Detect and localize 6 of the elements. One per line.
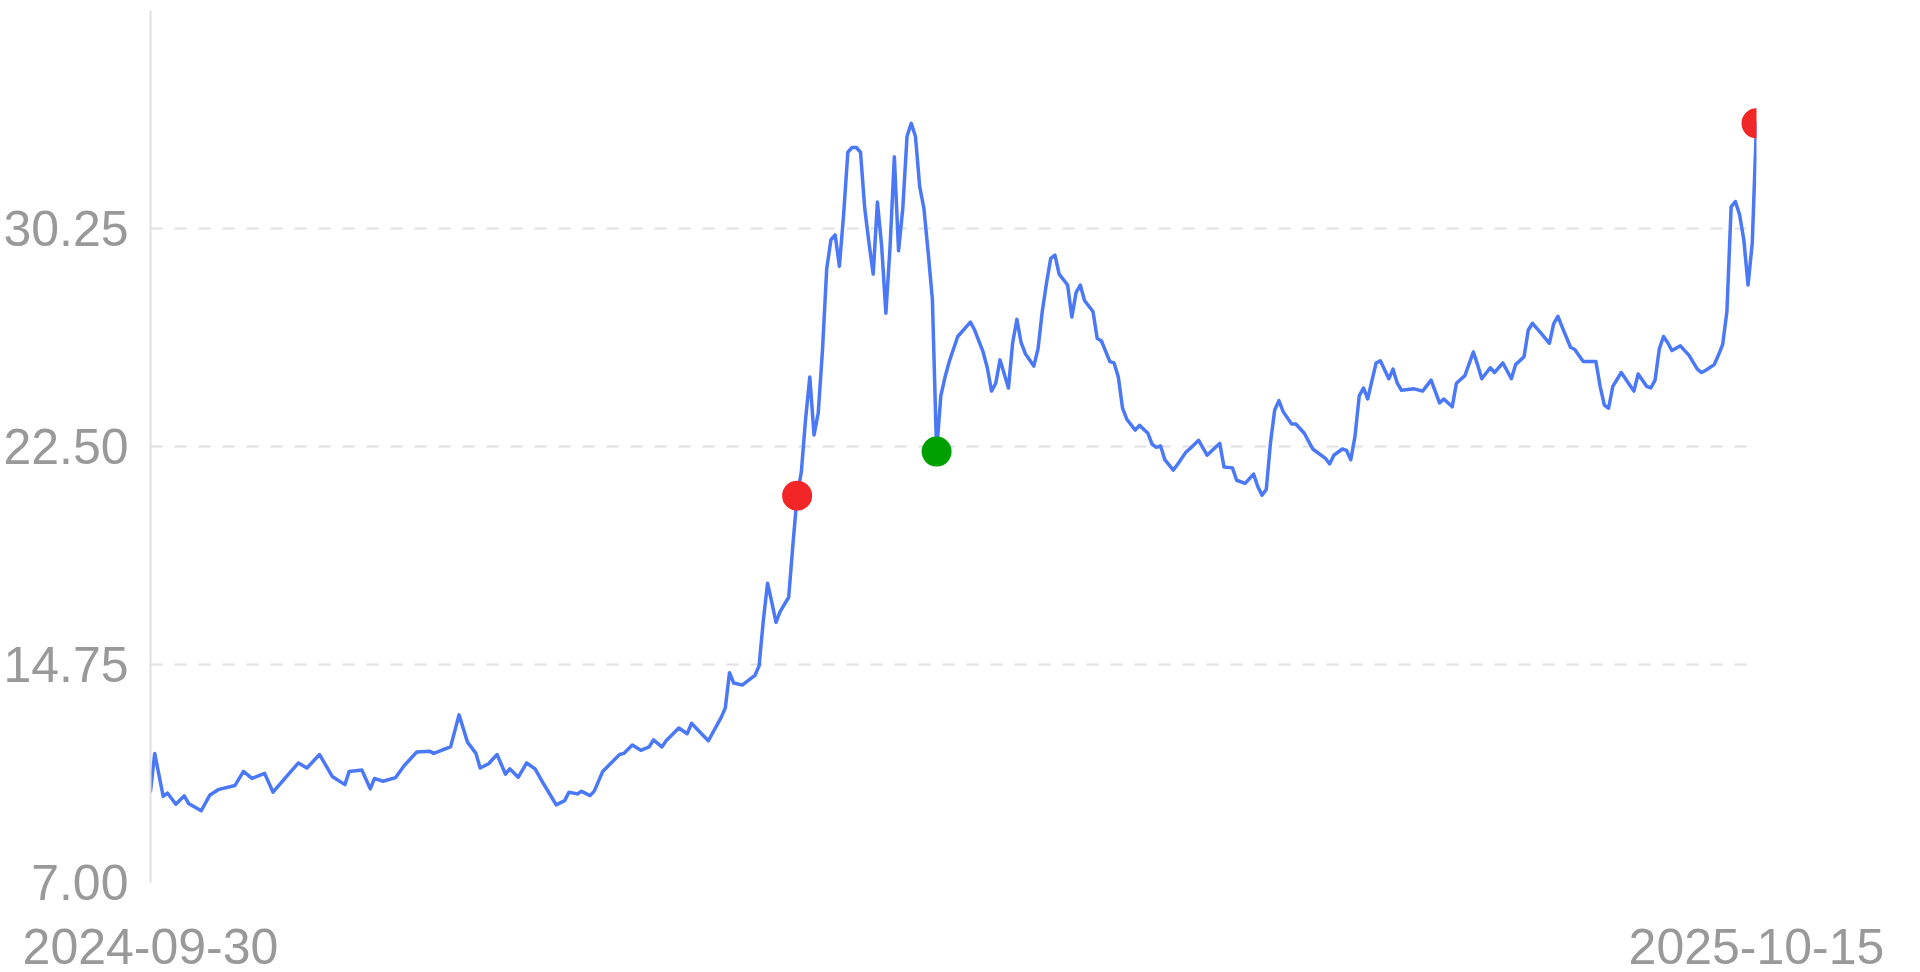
y-tick-label: 14.75 xyxy=(3,637,129,693)
y-tick-label: 22.50 xyxy=(3,419,129,475)
y-tick-label: 30.25 xyxy=(3,201,129,257)
y-tick-label: 7.00 xyxy=(31,855,129,911)
x-tick-label: 2025-10-15 xyxy=(1628,918,1885,972)
x-tick-label: 2024-09-30 xyxy=(22,918,279,972)
